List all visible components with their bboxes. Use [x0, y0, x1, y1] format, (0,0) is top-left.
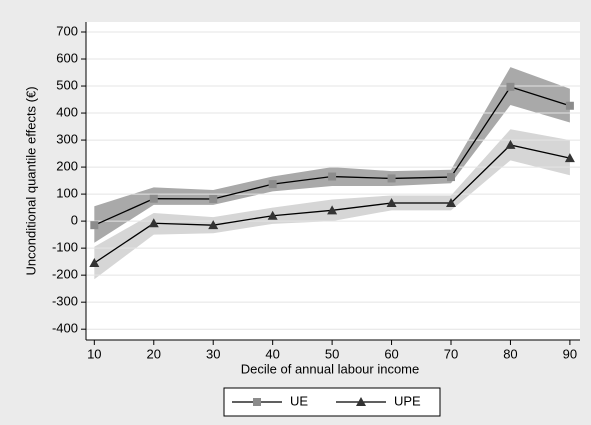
- x-tick-label: 90: [563, 346, 577, 361]
- marker: [148, 218, 159, 228]
- marks: [89, 82, 575, 267]
- grid: [86, 31, 580, 330]
- marker: [149, 194, 158, 203]
- legend-items: UE UPE: [232, 393, 421, 408]
- marker: [564, 153, 575, 163]
- x-tick-label: 30: [206, 346, 220, 361]
- y-tick-label: -200: [52, 267, 78, 282]
- x-tick-label: 50: [325, 346, 339, 361]
- legend-label: UE: [290, 393, 308, 408]
- y-tick-label: 100: [56, 186, 78, 201]
- marker: [327, 205, 338, 215]
- marker: [447, 173, 456, 182]
- marker: [446, 198, 457, 208]
- y-tick-label: 0: [71, 213, 78, 228]
- y-tick-label: 300: [56, 132, 78, 147]
- marker: [267, 210, 278, 220]
- marker: [253, 398, 261, 406]
- y-tick-label: 600: [56, 50, 78, 65]
- marker: [209, 194, 218, 203]
- y-tick-label: 500: [56, 77, 78, 92]
- marker: [208, 220, 219, 230]
- marker: [89, 257, 100, 267]
- marker: [268, 180, 277, 189]
- marker: [90, 221, 99, 230]
- x-tick-label: 80: [503, 346, 517, 361]
- x-tick-label: 10: [87, 346, 101, 361]
- x-tick-label: 70: [444, 346, 458, 361]
- marker: [565, 101, 574, 110]
- marker: [506, 82, 515, 91]
- y-tick-label: 200: [56, 159, 78, 174]
- legend-label: UPE: [394, 393, 421, 408]
- confidence-band: [94, 129, 570, 280]
- y-tick-label: 700: [56, 23, 78, 38]
- marker: [386, 198, 397, 208]
- y-tick-label: -100: [52, 240, 78, 255]
- x-tick-label: 60: [384, 346, 398, 361]
- marker: [356, 397, 366, 406]
- x-axis-label: Decile of annual labour income: [241, 361, 420, 376]
- marker: [328, 172, 337, 181]
- legend: [223, 387, 441, 417]
- marker: [505, 139, 516, 149]
- x-tick-label: 40: [265, 346, 279, 361]
- x-tick-label: 20: [147, 346, 161, 361]
- y-tick-label: -300: [52, 294, 78, 309]
- y-tick-label: -400: [52, 321, 78, 336]
- y-tick-label: 400: [56, 104, 78, 119]
- marker: [387, 174, 396, 183]
- y-axis-label: Unconditional quantile effects (€): [23, 86, 38, 275]
